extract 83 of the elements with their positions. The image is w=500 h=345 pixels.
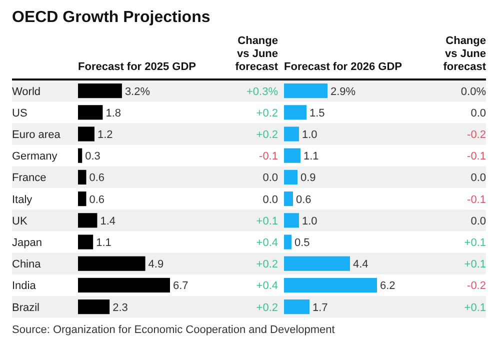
y-tick-label: Italy	[12, 194, 33, 206]
bar	[284, 192, 293, 206]
y-tick-label: Brazil	[12, 302, 40, 314]
y-tick-label: France	[12, 172, 46, 184]
bar	[78, 256, 146, 271]
data-label: 1.7	[312, 302, 328, 314]
bar	[78, 234, 94, 250]
bar	[78, 84, 122, 98]
y-tick-label: India	[12, 280, 37, 292]
data-label: +0.2	[256, 258, 278, 271]
data-label: 1.4	[100, 215, 116, 228]
source-note: Source: Organization for Economic Cooperation and Development	[12, 324, 335, 336]
y-tick-label: US	[12, 107, 28, 120]
y-tick-label: World	[12, 86, 41, 98]
chart-subtitle: Forecast for 2025 GDP	[78, 61, 196, 73]
bar	[78, 170, 86, 184]
data-label: +0.1	[256, 215, 278, 228]
data-label: 4.9	[148, 258, 164, 271]
data-label: +0.3%	[246, 86, 278, 98]
text: Change vs June forecast	[443, 35, 486, 73]
data-label: -0.1	[467, 150, 486, 163]
bar	[78, 192, 86, 206]
bar	[284, 84, 328, 98]
data-label: 0.6	[89, 172, 105, 184]
y-tick-label: Euro area	[12, 129, 62, 141]
data-label: 1.0	[302, 129, 318, 141]
data-label: -0.1	[259, 150, 278, 163]
y-tick-label: UK	[12, 215, 28, 228]
data-label: 0.0	[262, 194, 278, 206]
data-label: +0.2	[256, 302, 278, 314]
data-label: +0.4	[256, 280, 278, 292]
data-label: +0.4	[256, 237, 278, 249]
data-label: 2.9%	[330, 86, 356, 98]
bar	[284, 148, 300, 163]
data-label: 0.0	[262, 172, 278, 184]
data-label: 3.2%	[124, 86, 150, 98]
data-label: 1.2	[97, 129, 113, 141]
data-label: -0.1	[467, 194, 486, 206]
data-label: +0.2	[256, 107, 278, 120]
chart-title: Forecast for 2026 GDP	[284, 61, 402, 73]
data-label: +0.1	[464, 258, 486, 271]
bar	[284, 300, 310, 314]
bar	[284, 234, 292, 250]
bar	[78, 148, 82, 163]
bar	[284, 170, 298, 184]
data-label: +0.1	[464, 237, 486, 249]
data-label: 6.2	[380, 280, 396, 292]
bar	[78, 213, 98, 228]
data-label: -0.2	[467, 129, 486, 141]
data-label: 0.6	[296, 194, 312, 206]
data-label: 0.0	[470, 215, 486, 228]
data-label: +0.1	[464, 302, 486, 314]
data-label: 0.3	[85, 150, 100, 163]
text: Change vs June forecast	[235, 35, 278, 73]
bar	[284, 256, 350, 271]
data-label: 0.5	[294, 237, 310, 249]
y-tick-label: Japan	[12, 237, 42, 249]
bar	[78, 126, 94, 142]
bar	[284, 126, 299, 142]
data-label: 2.3	[112, 302, 128, 314]
bar	[284, 213, 299, 228]
data-label: 1.1	[304, 150, 319, 163]
data-label: 4.4	[353, 258, 368, 271]
data-label: 1.5	[310, 107, 325, 120]
bar	[284, 278, 377, 292]
bar	[78, 278, 170, 292]
bar	[78, 105, 103, 120]
y-tick-label: Germany	[12, 150, 58, 163]
data-label: 0.6	[89, 194, 105, 206]
data-label: 1.1	[96, 237, 112, 249]
data-label: 0.0	[470, 107, 486, 120]
data-label: -0.2	[467, 280, 486, 292]
data-label: 6.7	[173, 280, 188, 292]
y-tick-label: China	[12, 258, 42, 271]
data-label: 1.0	[302, 215, 318, 228]
bar	[284, 105, 306, 120]
data-label: 1.8	[106, 107, 122, 120]
data-label: +0.2	[256, 129, 278, 141]
data-label: 0.9	[300, 172, 316, 184]
data-label: 0.0%	[460, 86, 486, 98]
bar	[78, 300, 110, 314]
chart-title: OECD Growth Projections	[12, 9, 210, 26]
data-label: 0.0	[470, 172, 486, 184]
